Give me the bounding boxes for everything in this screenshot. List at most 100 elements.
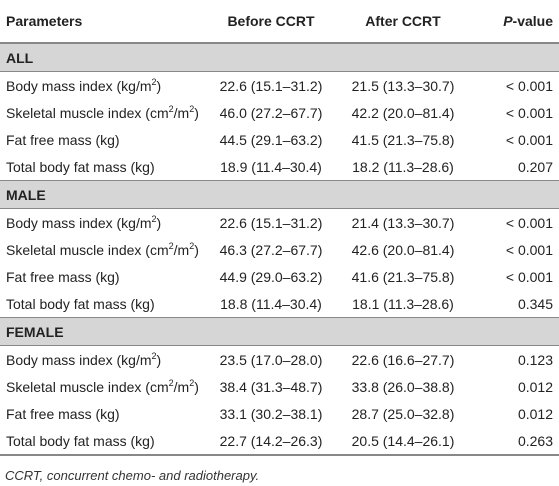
row-label: Fat free mass (kg) bbox=[0, 400, 205, 427]
label-text: /m bbox=[173, 378, 190, 395]
label-text: Body mass index (kg/m bbox=[6, 214, 152, 231]
cell-after: 41.6 (21.3–75.8) bbox=[351, 268, 455, 285]
data-row: Fat free mass (kg) 44.5 (29.1–63.2) 41.5 (… bbox=[0, 126, 559, 153]
cell-after: 41.5 (21.3–75.8) bbox=[351, 131, 455, 148]
data-row: Fat free mass (kg) 33.1 (30.2–38.1) 28.7 (… bbox=[0, 400, 559, 427]
data-row: Body mass index (kg/m2) 22.6 (15.1–31.2) 2… bbox=[0, 209, 559, 237]
cell-before: 22.6 (15.1–31.2) bbox=[219, 214, 323, 231]
cell-p: 0.012 bbox=[517, 378, 553, 395]
cell-before: 18.9 (11.4–30.4) bbox=[220, 158, 322, 175]
row-label: Fat free mass (kg) bbox=[0, 263, 205, 290]
section-label: MALE bbox=[0, 180, 559, 209]
row-label: Body mass index (kg/m2) bbox=[0, 72, 205, 100]
cell-p: 0.012 bbox=[517, 405, 553, 422]
row-label: Total body fat mass (kg) bbox=[0, 153, 205, 181]
section-row: ALL bbox=[0, 43, 559, 72]
section-row: MALE bbox=[0, 180, 559, 209]
cell-before: 22.6 (15.1–31.2) bbox=[219, 77, 323, 94]
cell-p: < 0.001 bbox=[505, 241, 553, 258]
cell-after: 21.4 (13.3–30.7) bbox=[351, 214, 455, 231]
cell-before: 33.1 (30.2–38.1) bbox=[219, 405, 323, 422]
label-text: ) bbox=[194, 104, 199, 121]
cell-after: 21.5 (13.3–30.7) bbox=[351, 77, 455, 94]
superscript: 2 bbox=[189, 377, 195, 388]
footnote: CCRT, concurrent chemo- and radiotherapy… bbox=[5, 468, 260, 483]
label-text: /m bbox=[173, 104, 190, 121]
data-row: Body mass index (kg/m2) 23.5 (17.0–28.0) 2… bbox=[0, 346, 559, 374]
cell-p: < 0.001 bbox=[505, 131, 553, 148]
cell-p: 0.345 bbox=[517, 295, 553, 312]
label-text: ) bbox=[156, 214, 162, 231]
cell-before: 18.8 (11.4–30.4) bbox=[220, 295, 322, 312]
data-row: Total body fat mass (kg) 22.7 (14.2–26.3)… bbox=[0, 427, 559, 456]
section-row: FEMALE bbox=[0, 317, 559, 346]
data-table: Parameters Before CCRT After CCRT P-value AL… bbox=[0, 0, 559, 456]
cell-after: 20.5 (14.4–26.1) bbox=[337, 427, 469, 456]
column-header: Parameters bbox=[0, 0, 205, 44]
cell-p: 0.207 bbox=[517, 158, 553, 175]
data-row: Skeletal muscle index (cm2/m2) 38.4 (31.3… bbox=[0, 373, 559, 400]
superscript: 2 bbox=[168, 103, 174, 114]
cell-before: 23.5 (17.0–28.0) bbox=[219, 351, 323, 368]
cell-before: 38.4 (31.3–48.7) bbox=[219, 378, 323, 395]
column-header: P-value bbox=[469, 0, 559, 44]
label-text: Body mass index (kg/m bbox=[6, 351, 152, 368]
section-label: ALL bbox=[0, 43, 559, 72]
row-label: Fat free mass (kg) bbox=[0, 126, 205, 153]
label-text: Fat free mass (kg) bbox=[6, 405, 120, 422]
cell-before: 44.9 (29.0–63.2) bbox=[219, 268, 323, 285]
data-row: Fat free mass (kg) 44.9 (29.0–63.2) 41.6 (… bbox=[0, 263, 559, 290]
label-text: Body mass index (kg/m bbox=[6, 77, 152, 94]
label-text: Total body fat mass (kg) bbox=[6, 295, 155, 312]
label-text: ) bbox=[156, 351, 162, 368]
cell-before: 44.5 (29.1–63.2) bbox=[219, 131, 323, 148]
label-text: Skeletal muscle index (cm bbox=[6, 378, 169, 395]
superscript: 2 bbox=[189, 103, 195, 114]
cell-p: 0.123 bbox=[517, 351, 553, 368]
cell-p: < 0.001 bbox=[505, 104, 553, 121]
label-text: ) bbox=[194, 241, 199, 258]
cell-after: 33.8 (26.0–38.8) bbox=[351, 378, 455, 395]
label-text: Fat free mass (kg) bbox=[6, 131, 120, 148]
label-text: ) bbox=[194, 378, 199, 395]
cell-p: 0.263 bbox=[469, 427, 559, 456]
cell-after: 18.2 (11.3–28.6) bbox=[352, 158, 454, 175]
header-italic: P bbox=[503, 13, 513, 29]
cell-p: < 0.001 bbox=[505, 77, 553, 94]
cell-after: 28.7 (25.0–32.8) bbox=[351, 405, 455, 422]
row-label: Skeletal muscle index (cm2/m2) bbox=[0, 373, 205, 400]
label-text: /m bbox=[173, 241, 190, 258]
row-label: Skeletal muscle index (cm2/m2) bbox=[0, 236, 205, 263]
label-text: Fat free mass (kg) bbox=[6, 268, 120, 285]
data-row: Total body fat mass (kg) 18.9 (11.4–30.4)… bbox=[0, 153, 559, 181]
label-text: Skeletal muscle index (cm bbox=[6, 104, 169, 121]
column-header: After CCRT bbox=[337, 0, 469, 44]
section-label: FEMALE bbox=[0, 317, 559, 346]
superscript: 2 bbox=[151, 350, 157, 361]
header-text: -value bbox=[512, 13, 553, 29]
cell-before: 46.0 (27.2–67.7) bbox=[219, 104, 323, 121]
label-text: ) bbox=[156, 77, 162, 94]
row-label: Body mass index (kg/m2) bbox=[0, 346, 205, 374]
column-header: Before CCRT bbox=[205, 0, 337, 44]
superscript: 2 bbox=[168, 240, 174, 251]
cell-after: 22.6 (16.6–27.7) bbox=[351, 351, 455, 368]
data-row: Body mass index (kg/m2) 22.6 (15.1–31.2) 2… bbox=[0, 72, 559, 100]
superscript: 2 bbox=[151, 213, 157, 224]
row-label: Total body fat mass (kg) bbox=[0, 427, 205, 456]
data-row: Skeletal muscle index (cm2/m2) 46.3 (27.2… bbox=[0, 236, 559, 263]
label-text: Total body fat mass (kg) bbox=[6, 158, 155, 175]
row-label: Total body fat mass (kg) bbox=[0, 290, 205, 318]
row-label: Body mass index (kg/m2) bbox=[0, 209, 205, 237]
cell-after: 42.6 (20.0–81.4) bbox=[351, 241, 455, 258]
header-row: Parameters Before CCRT After CCRT P-value bbox=[0, 0, 559, 44]
cell-p: < 0.001 bbox=[505, 214, 553, 231]
cell-after: 42.2 (20.0–81.4) bbox=[351, 104, 455, 121]
row-label: Skeletal muscle index (cm2/m2) bbox=[0, 99, 205, 126]
label-text: Total body fat mass (kg) bbox=[6, 432, 155, 449]
cell-after: 18.1 (11.3–28.6) bbox=[352, 295, 454, 312]
superscript: 2 bbox=[189, 240, 195, 251]
label-text: Skeletal muscle index (cm bbox=[6, 241, 169, 258]
superscript: 2 bbox=[151, 76, 157, 87]
